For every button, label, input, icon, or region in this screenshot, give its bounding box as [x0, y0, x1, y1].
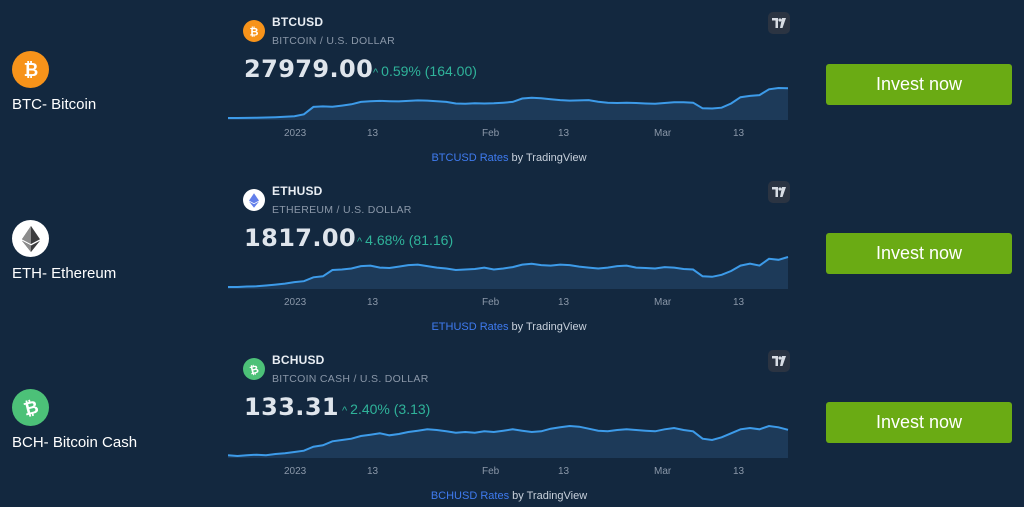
ticker-price: 1817.00	[244, 224, 357, 252]
price-chart[interactable]	[228, 338, 790, 463]
ticker-change: ^ 0.59% (164.00)	[373, 63, 477, 79]
chart-series-line	[228, 424, 789, 458]
rates-link[interactable]: ETHUSD Rates	[431, 321, 509, 333]
asset-row-bch: ₿ BCH- Bitcoin Cash ₿ BCHUSD BITCOIN CAS…	[0, 338, 1024, 507]
ticker-description: BITCOIN CASH / U.S. DOLLAR	[272, 373, 429, 385]
ticker-price: 133.31	[244, 393, 340, 421]
rates-link[interactable]: BCHUSD Rates	[430, 490, 510, 502]
tick-label: 13	[558, 297, 570, 308]
ticker-symbol: ETHUSD	[272, 184, 323, 198]
change-value: 0.59% (164.00)	[381, 63, 477, 79]
attribution: BCHUSD Rates by TradingView	[228, 490, 790, 502]
up-arrow-icon: ^	[342, 405, 348, 417]
invest-now-button[interactable]: Invest now	[826, 402, 1012, 443]
tick-label: 13	[733, 297, 745, 308]
ticker-description: ETHEREUM / U.S. DOLLAR	[272, 204, 412, 216]
tick-label: 13	[558, 466, 570, 477]
up-arrow-icon: ^	[373, 67, 379, 79]
tick-label: Feb	[482, 466, 500, 477]
price-chart[interactable]	[228, 0, 790, 125]
svg-text:₿: ₿	[23, 60, 38, 81]
asset-row-btc: ₿ BTC- Bitcoin ₿ BTCUSD BITCOIN / U.S. D…	[0, 0, 1024, 169]
tick-label: Feb	[482, 297, 500, 308]
svg-text:₿: ₿	[21, 397, 40, 419]
tick-label: 2023	[284, 128, 307, 139]
tick-label: 2023	[284, 466, 307, 477]
tick-label: Mar	[654, 466, 672, 477]
attribution: ETHUSD Rates by TradingView	[228, 321, 790, 333]
chart-area	[228, 88, 788, 120]
tradingview-logo-icon[interactable]	[768, 12, 790, 34]
change-value: 2.40% (3.13)	[350, 401, 431, 417]
tradingview-logo-icon[interactable]	[768, 350, 790, 372]
bitcoin-icon: ₿	[12, 51, 49, 88]
tick-label: 13	[367, 466, 379, 477]
attribution-text: by TradingView	[508, 152, 587, 164]
tick-label: 13	[367, 128, 379, 139]
chart-series-line	[228, 256, 789, 288]
chart-series-line	[228, 86, 789, 119]
ethereum-icon	[12, 220, 49, 257]
tick-label: Mar	[654, 128, 672, 139]
tick-label: 13	[367, 297, 379, 308]
attribution-text: by TradingView	[508, 321, 587, 333]
asset-name: ETH- Ethereum	[12, 265, 117, 282]
invest-now-button[interactable]: Invest now	[826, 64, 1012, 105]
asset-row-eth: ETH- Ethereum ETHUSD ETHEREUM / U.S. DOL…	[0, 169, 1024, 338]
tick-label: 13	[558, 128, 570, 139]
rates-link[interactable]: BTCUSD Rates	[431, 152, 509, 164]
svg-text:₿: ₿	[248, 363, 260, 376]
change-value: 4.68% (81.16)	[365, 232, 454, 248]
tick-label: Mar	[654, 297, 672, 308]
bitcoin-cash-icon: ₿	[12, 389, 49, 426]
ticker-symbol: BTCUSD	[272, 15, 324, 29]
invest-now-button[interactable]: Invest now	[826, 233, 1012, 274]
chart-area	[228, 257, 788, 289]
ticker-price: 27979.00	[244, 55, 374, 83]
up-arrow-icon: ^	[357, 236, 363, 248]
tradingview-logo-icon[interactable]	[768, 181, 790, 203]
ticker-widget[interactable]: ₿ BCHUSD BITCOIN CASH / U.S. DOLLAR 133.…	[228, 338, 790, 507]
bitcoin-icon: ₿	[243, 20, 265, 42]
tick-label: 2023	[284, 297, 307, 308]
ticker-change: ^ 2.40% (3.13)	[342, 401, 430, 417]
ticker-widget[interactable]: ETHUSD ETHEREUM / U.S. DOLLAR 1817.00 ^ 4…	[228, 169, 790, 338]
ethereum-icon	[243, 189, 265, 211]
attribution-text: by TradingView	[509, 490, 588, 502]
bitcoin-cash-icon: ₿	[243, 358, 265, 380]
ticker-symbol: BCHUSD	[272, 353, 325, 367]
svg-text:₿: ₿	[250, 26, 259, 39]
asset-name: BTC- Bitcoin	[12, 96, 97, 113]
tick-label: 13	[733, 128, 745, 139]
price-chart[interactable]	[228, 169, 790, 294]
asset-name: BCH- Bitcoin Cash	[12, 434, 138, 451]
ticker-widget[interactable]: ₿ BTCUSD BITCOIN / U.S. DOLLAR 27979.00 …	[228, 0, 790, 169]
ticker-description: BITCOIN / U.S. DOLLAR	[272, 35, 395, 47]
tick-label: Feb	[482, 128, 500, 139]
ticker-change: ^ 4.68% (81.16)	[357, 232, 453, 248]
attribution: BTCUSD Rates by TradingView	[228, 152, 790, 164]
chart-area	[228, 426, 788, 458]
tick-label: 13	[733, 466, 745, 477]
